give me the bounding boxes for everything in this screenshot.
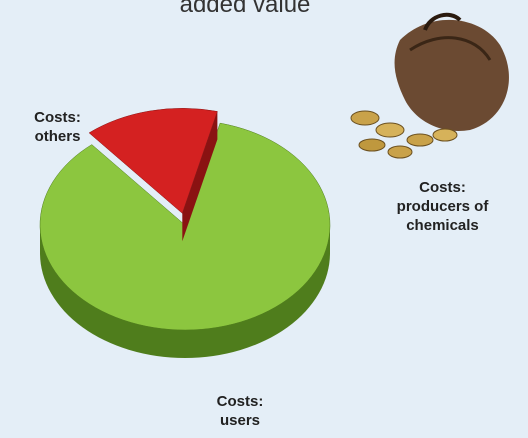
slice-label: Costs: others [34, 109, 81, 145]
annotation: Costs: producers of chemicals [396, 179, 489, 234]
pie [39, 108, 331, 358]
pie-side [182, 111, 218, 242]
money-bag-icon [350, 12, 509, 159]
chart-title: added value [180, 0, 311, 18]
pie-slice [88, 108, 218, 214]
slice-label: Costs: users [216, 393, 264, 429]
